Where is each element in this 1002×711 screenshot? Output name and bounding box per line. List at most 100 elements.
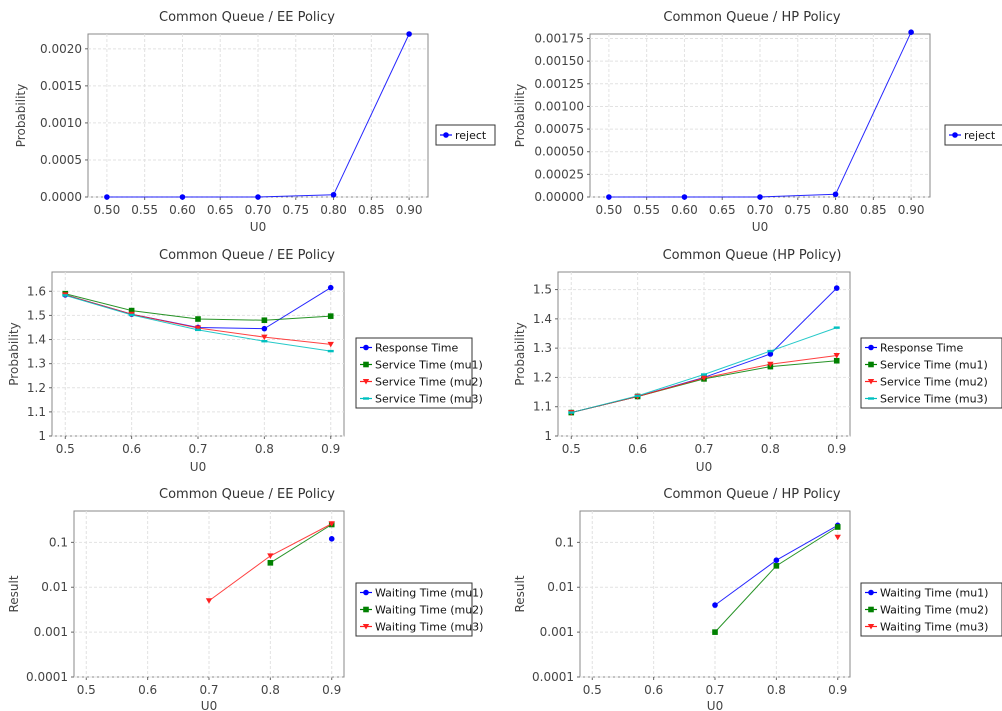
legend-box: [355, 582, 473, 637]
y-tick-label: 0.00175: [534, 32, 584, 46]
data-point: [834, 534, 841, 541]
x-tick-label: 0.50: [596, 203, 623, 217]
y-tick-label: 1.2: [533, 370, 552, 384]
y-tick-label: 0.0005: [40, 153, 82, 167]
y-axis-label: Probability: [513, 322, 527, 385]
series-4: [568, 326, 840, 414]
data-point: [773, 557, 780, 564]
x-tick-label: 0.55: [633, 203, 660, 217]
y-tick-label: 0.00025: [534, 167, 584, 181]
x-tick-label: 0.9: [321, 442, 340, 456]
chart-panel-4: Common Queue (HP Policy) 0.5 0.6 0.7 0.8 0.9 1…: [513, 248, 1002, 474]
y-axis-label: Result: [513, 575, 527, 612]
legend-label: Response Time: [880, 342, 963, 355]
data-point: [833, 357, 840, 364]
legend-marker: [363, 344, 369, 351]
legend-label: Waiting Time (mu1): [375, 587, 483, 600]
legend-label: Response Time: [375, 342, 458, 355]
y-axis-label: Probability: [14, 84, 28, 147]
data-point: [832, 191, 839, 198]
data-point: [757, 194, 763, 200]
y-tick-label: 0.00100: [534, 99, 584, 113]
data-point: [327, 349, 334, 353]
data-point: [606, 194, 612, 200]
legend-label: reject: [455, 129, 487, 142]
x-axis-label: U0: [707, 699, 723, 711]
data-point: [261, 317, 268, 324]
x-axis-label: U0: [696, 460, 712, 474]
data-point: [406, 31, 412, 37]
chart-title: Common Queue (HP Policy): [663, 248, 842, 263]
legend-label: Waiting Time (mu2): [375, 604, 483, 617]
legend-label: Waiting Time (mu2): [880, 604, 988, 617]
data-point: [767, 361, 774, 368]
x-tick-label: 0.7: [705, 683, 724, 697]
series-3: [205, 521, 335, 604]
y-tick-label: 1.3: [533, 341, 552, 355]
y-tick-label: 0.1: [555, 535, 574, 549]
data-point: [681, 194, 688, 200]
x-tick-label: 0.8: [261, 683, 280, 697]
y-tick-label: 1.3: [27, 357, 46, 371]
y-tick-label: 1.5: [533, 283, 552, 297]
data-point: [267, 560, 274, 566]
data-point: [104, 194, 110, 200]
x-tick-label: 0.75: [282, 203, 309, 217]
x-tick-label: 0.60: [169, 203, 196, 217]
y-tick-label: 1.1: [27, 405, 46, 419]
legend: Waiting Time (mu1) Waiting Time (mu2) Wait…: [860, 582, 1002, 637]
chart-panel-3: Common Queue / EE Policy 0.5 0.6 0.7 0.8 0.9 1…: [7, 248, 483, 474]
data-point: [767, 351, 774, 357]
data-point: [767, 349, 774, 353]
x-tick-label: 0.8: [761, 442, 780, 456]
legend-box: [860, 337, 1002, 409]
legend-marker: [443, 132, 449, 138]
x-tick-label: 0.5: [77, 683, 96, 697]
data-point: [327, 284, 334, 291]
y-tick-label: 0.001: [34, 625, 68, 639]
y-tick-label: 0.01: [41, 580, 68, 594]
x-tick-label: 0.70: [245, 203, 272, 217]
y-tick-label: 0.0001: [532, 670, 574, 684]
legend-label: Service Time (mu3): [375, 393, 483, 406]
chart-panel-2: Common Queue / HP Policy 0.50 0.55 0.60 0.65…: [513, 10, 1002, 234]
y-tick-label: 0.00050: [534, 145, 584, 159]
legend-box: [355, 337, 473, 409]
x-tick-label: 0.6: [138, 683, 157, 697]
chart-panel-1: Common Queue / EE Policy 0.50 0.55 0.60 0.65…: [14, 10, 496, 234]
x-tick-label: 0.80: [822, 203, 849, 217]
legend: Response Time Service Time (mu1) Service T…: [860, 337, 1002, 409]
y-tick-label: 0.0015: [40, 79, 82, 93]
series-1: [712, 522, 841, 608]
legend-marker: [362, 624, 370, 630]
y-tick-label: 1.2: [27, 381, 46, 395]
data-point: [327, 341, 334, 348]
x-tick-label: 0.8: [255, 442, 274, 456]
legend: reject: [944, 124, 1002, 146]
data-point: [700, 375, 708, 382]
data-point: [195, 316, 201, 322]
data-point: [908, 29, 914, 35]
legend-label: reject: [964, 129, 996, 142]
legend-marker: [952, 132, 958, 138]
data-point: [261, 334, 268, 341]
legend-marker: [868, 606, 874, 613]
data-point: [834, 524, 841, 530]
x-tick-label: 0.90: [898, 203, 925, 217]
series-3: [834, 534, 841, 541]
legend-marker: [363, 589, 369, 596]
x-tick-label: 0.9: [322, 683, 341, 697]
series-4: [62, 294, 334, 353]
y-tick-label: 1.1: [533, 400, 552, 414]
y-tick-label: 0.001: [540, 625, 574, 639]
y-tick-label: 0.0020: [40, 42, 82, 56]
data-point: [833, 352, 840, 359]
legend-marker: [867, 624, 875, 630]
data-point: [255, 194, 261, 200]
legend-label: Service Time (mu1): [880, 359, 988, 372]
y-tick-label: 1.5: [27, 308, 46, 322]
data-point: [62, 294, 69, 297]
chart-title: Common Queue / EE Policy: [159, 248, 335, 263]
y-axis-label: Probability: [513, 84, 527, 147]
x-tick-label: 0.50: [94, 203, 121, 217]
